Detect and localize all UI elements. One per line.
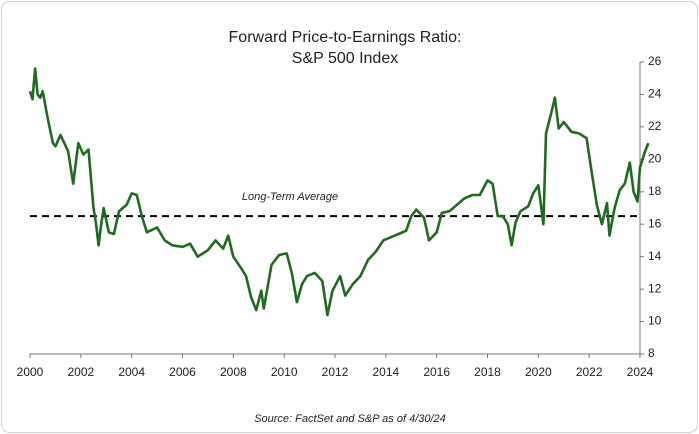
- x-tick-label: 2008: [220, 365, 247, 379]
- data-line: [28, 67, 650, 317]
- x-tick-label: 2012: [322, 365, 349, 379]
- y-tick-label: 24: [648, 87, 662, 101]
- y-tick-label: 8: [648, 346, 655, 360]
- x-tick-label: 2018: [474, 365, 501, 379]
- x-tick-label: 2000: [17, 365, 44, 379]
- x-tick-label: 2004: [118, 365, 145, 379]
- x-tick-label: 2010: [271, 365, 298, 379]
- x-tick-label: 2016: [423, 365, 450, 379]
- x-tick-label: 2014: [372, 365, 399, 379]
- source-note: Source: FactSet and S&P as of 4/30/24: [254, 413, 446, 425]
- y-tick-label: 26: [648, 54, 662, 68]
- y-tick-label: 20: [648, 152, 662, 166]
- y-tick-label: 14: [648, 249, 662, 263]
- y-tick-label: 22: [648, 119, 662, 133]
- chart-subtitle: S&P 500 Index: [292, 50, 398, 67]
- x-tick-label: 2002: [67, 365, 94, 379]
- average-label: Long-Term Average: [242, 191, 338, 203]
- y-tick-label: 12: [648, 281, 662, 295]
- y-tick-label: 10: [648, 314, 662, 328]
- x-tick-label: 2006: [169, 365, 196, 379]
- x-tick-label: 2022: [576, 365, 603, 379]
- y-tick-label: 16: [648, 216, 662, 230]
- x-tick-label: 2020: [525, 365, 552, 379]
- chart-title: Forward Price-to-Earnings Ratio:: [229, 29, 462, 46]
- y-tick-label: 18: [648, 184, 662, 198]
- x-tick-label: 2024: [627, 365, 654, 379]
